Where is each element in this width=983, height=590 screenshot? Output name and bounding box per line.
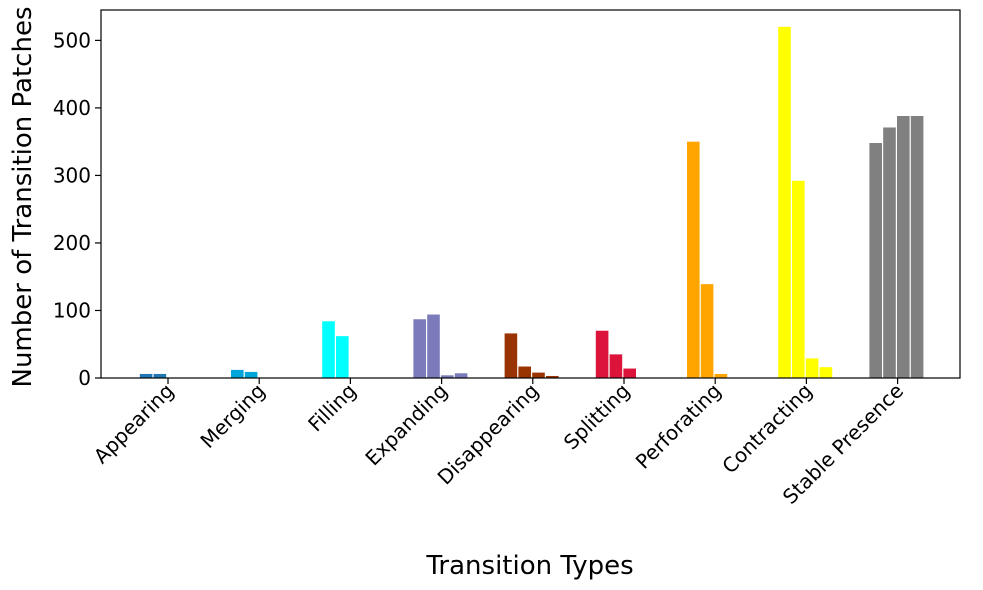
bar-expanding-1 [413, 319, 426, 378]
bar-contracting-3 [805, 358, 819, 378]
bar-contracting-1 [778, 26, 791, 378]
bar-appearing-2 [153, 373, 167, 378]
bar-merging-1 [231, 369, 244, 378]
x-tick-label: Splitting [559, 379, 635, 455]
bar-expanding-4 [454, 373, 468, 378]
y-tick-label: 100 [53, 298, 91, 322]
bar-stable-presence-3 [897, 116, 910, 378]
y-tick-label: 200 [53, 231, 91, 255]
y-axis: 0 100 200 300 400 500 [53, 28, 101, 390]
bar-splitting-3 [623, 368, 636, 378]
x-tick-label: Merging [195, 379, 269, 453]
bar-splitting-1 [595, 330, 609, 378]
bar-disappearing-2 [518, 366, 531, 378]
bar-disappearing-3 [532, 372, 545, 378]
bar-contracting-2 [792, 180, 805, 378]
bar-contracting-4 [819, 367, 833, 378]
bars-group [139, 26, 924, 379]
bar-stable-presence-2 [883, 127, 896, 379]
x-tick-label: Filling [303, 379, 361, 437]
bar-appearing-1 [139, 373, 153, 378]
bar-expanding-3 [441, 375, 454, 378]
x-axis-title: Transition Types [425, 551, 633, 581]
y-tick-label: 400 [53, 96, 91, 120]
x-tick-label: Contracting [717, 379, 817, 479]
bar-perforating-1 [687, 141, 700, 378]
bar-disappearing-1 [504, 333, 518, 378]
bar-stable-presence-4 [910, 116, 924, 378]
bar-perforating-3 [714, 373, 728, 378]
bar-splitting-2 [609, 354, 623, 378]
bar-stable-presence-1 [869, 143, 882, 378]
x-axis: Appearing Merging Filling ExpandingDisappea… [89, 378, 908, 509]
bar-perforating-2 [700, 284, 714, 378]
bar-merging-2 [244, 371, 258, 378]
x-tick-label: Appearing [89, 379, 179, 469]
bar-expanding-2 [427, 314, 440, 378]
y-tick-label: 0 [78, 366, 91, 390]
x-tick-label: Perforating [631, 379, 726, 474]
plot-frame [100, 9, 961, 379]
bar-filling-1 [322, 321, 335, 378]
y-axis-title: Number of Transition Patches [8, 7, 38, 388]
y-tick-label: 300 [53, 163, 91, 187]
y-tick-label: 500 [53, 28, 91, 52]
bar-disappearing-4 [546, 375, 559, 378]
bar-filling-2 [336, 336, 349, 378]
x-tick-label: Expanding [360, 379, 452, 471]
